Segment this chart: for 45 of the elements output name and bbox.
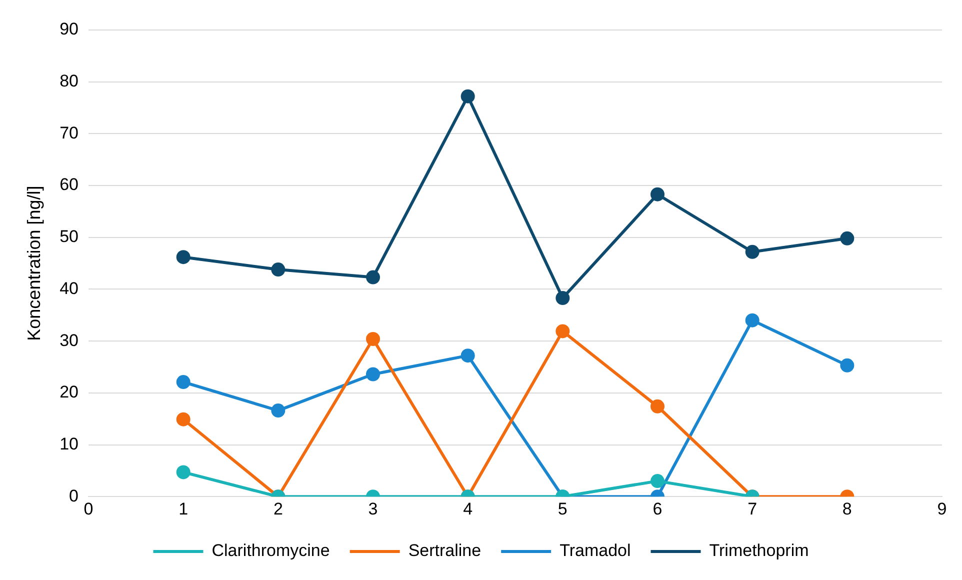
point [366, 270, 380, 284]
point [556, 291, 570, 306]
y-tick-label: 80 [60, 72, 79, 91]
point [650, 474, 665, 488]
point [840, 231, 854, 246]
x-tick-label: 1 [178, 499, 188, 518]
y-axis-title: Koncentration [ng/l] [24, 186, 44, 341]
legend-label: Sertraline [408, 541, 482, 560]
x-tick-label: 2 [273, 499, 283, 518]
legend-label: Tramadol [560, 541, 631, 560]
point [176, 250, 190, 264]
y-tick-label: 10 [60, 434, 79, 454]
point [650, 399, 665, 414]
y-tick-label: 0 [69, 486, 79, 506]
y-tick-label: 70 [60, 123, 79, 142]
point [745, 313, 760, 328]
x-tick-label: 4 [463, 499, 473, 518]
x-tick-label: 5 [558, 499, 568, 518]
point [460, 89, 475, 104]
point [366, 367, 380, 382]
legend-label: Clarithromycine [212, 541, 330, 560]
x-tick-label: 8 [842, 499, 852, 518]
point [366, 332, 380, 346]
y-tick-label: 40 [60, 278, 79, 298]
y-tick-label: 50 [60, 227, 79, 246]
point [176, 375, 190, 390]
y-tick-label: 20 [60, 382, 79, 402]
legend-label: Trimethoprim [709, 541, 809, 560]
point [650, 187, 665, 202]
point [745, 244, 760, 259]
point [176, 465, 190, 480]
y-tick-label: 90 [60, 20, 79, 39]
x-tick-label: 9 [937, 499, 947, 518]
y-tick-label: 30 [60, 330, 79, 350]
point [271, 404, 286, 418]
x-tick-label: 6 [652, 499, 662, 518]
x-tick-label: 7 [748, 499, 758, 518]
point [556, 324, 570, 338]
point [271, 262, 286, 277]
point [840, 358, 854, 372]
x-tick-label: 3 [368, 499, 378, 518]
x-tick-label: 0 [84, 499, 94, 518]
point [460, 348, 475, 363]
point [176, 412, 190, 426]
y-tick-label: 60 [60, 175, 79, 194]
